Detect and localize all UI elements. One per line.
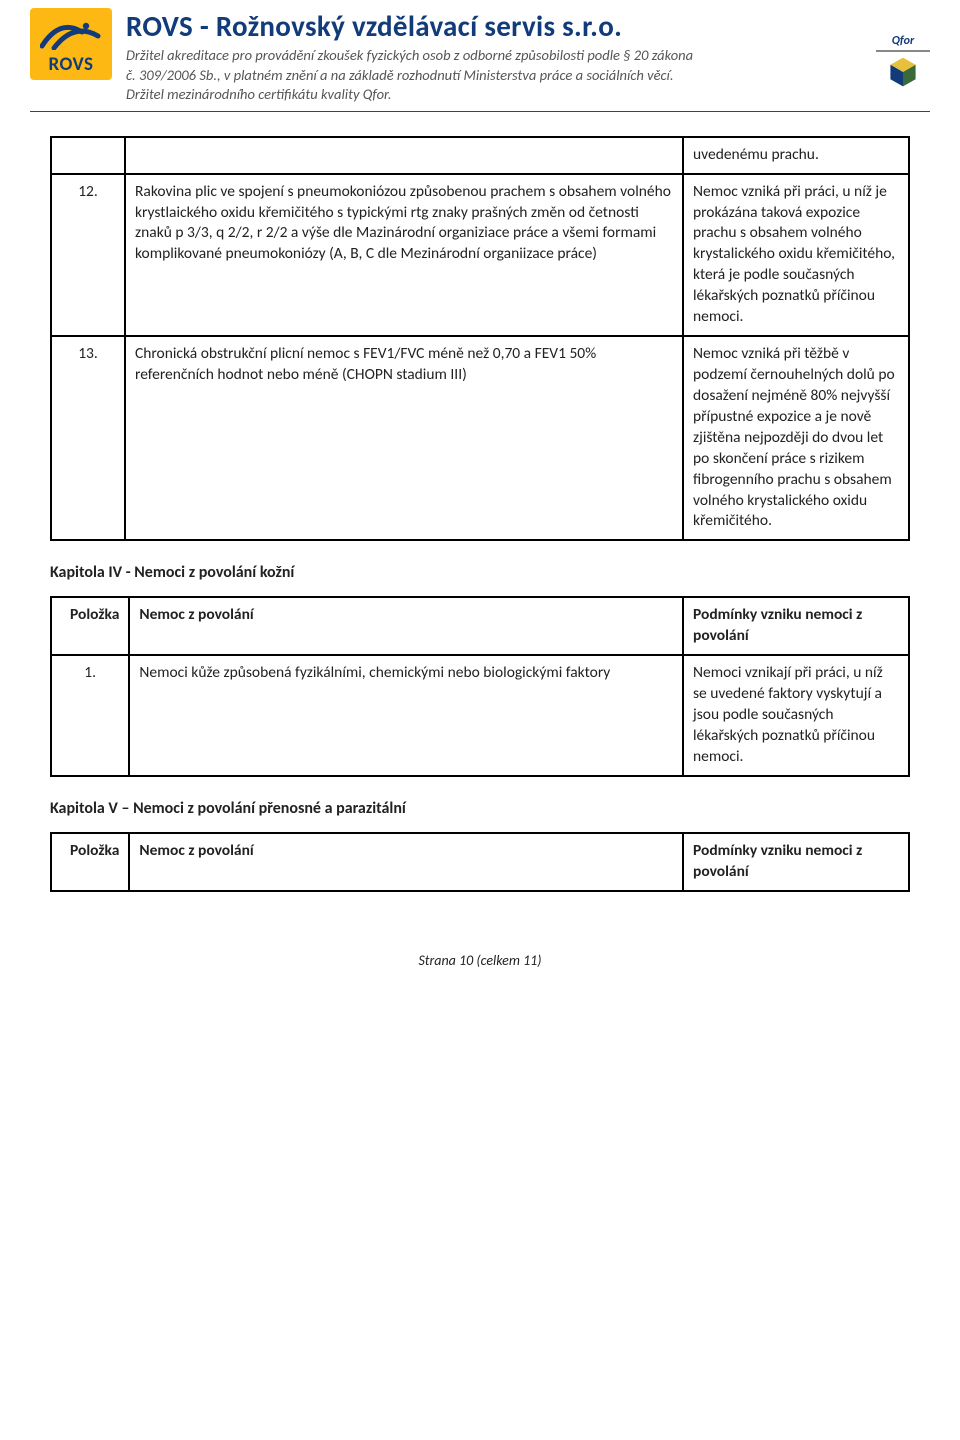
header-text-block: ROVS - Rožnovský vzdělávací servis s.r.o… [126, 8, 862, 105]
header-divider [30, 111, 930, 112]
table-chapter3-continuation: uvedenému prachu. 12. Rakovina plic ve s… [50, 136, 910, 542]
table-row: 12. Rakovina plic ve spojení s pneumokon… [51, 174, 909, 336]
cell-description: Chronická obstrukční plicní nemoc s FEV1… [125, 336, 683, 540]
page-content: uvedenému prachu. 12. Rakovina plic ve s… [0, 136, 960, 892]
cell-description: Rakovina plic ve spojení s pneumokoniózo… [125, 174, 683, 336]
rovs-logo-text: ROVS [48, 53, 93, 76]
cell-number: 1. [51, 655, 129, 776]
header-subtitle-3: Držitel mezinárodního certifikátu kvalit… [126, 85, 862, 105]
table-chapter4: Položka Nemoc z povolání Podmínky vzniku… [50, 596, 910, 776]
header-nemoc: Nemoc z povolání [129, 833, 683, 891]
cell-empty [125, 137, 683, 174]
cell-condition: uvedenému prachu. [683, 137, 909, 174]
header-nemoc: Nemoc z povolání [129, 597, 683, 655]
table-header-row: Položka Nemoc z povolání Podmínky vzniku… [51, 597, 909, 655]
header-podminky: Podmínky vzniku nemoci z povolání [683, 597, 909, 655]
rovs-swoosh-icon [40, 18, 102, 50]
table-row: 1. Nemoci kůže způsobená fyzikálními, ch… [51, 655, 909, 776]
cell-condition: Nemoc vzniká při těžbě v podzemí černouh… [683, 336, 909, 540]
cell-number: 13. [51, 336, 125, 540]
header-podminky: Podmínky vzniku nemoci z povolání [683, 833, 909, 891]
qfor-label: Qfor [876, 34, 930, 52]
page-footer: Strana 10 (celkem 11) [0, 952, 960, 999]
section-4-title: Kapitola IV - Nemoci z povolání kožní [50, 563, 910, 582]
table-row: 13. Chronická obstrukční plicní nemoc s … [51, 336, 909, 540]
rovs-logo: ROVS [30, 8, 112, 80]
table-chapter5: Položka Nemoc z povolání Podmínky vzniku… [50, 832, 910, 892]
header-polozka: Položka [51, 597, 129, 655]
cell-number: 12. [51, 174, 125, 336]
section-5-title: Kapitola V – Nemoci z povolání přenosné … [50, 799, 910, 818]
cell-description: Nemoci kůže způsobená fyzikálními, chemi… [129, 655, 683, 776]
page-header: ROVS ROVS - Rožnovský vzdělávací servis … [0, 0, 960, 111]
rovs-logo-box: ROVS [30, 8, 112, 80]
header-subtitle-1: Držitel akreditace pro provádění zkoušek… [126, 46, 862, 66]
cell-condition: Nemoc vzniká při práci, u níž je prokázá… [683, 174, 909, 336]
qfor-badge: Qfor [876, 34, 930, 95]
table-row: uvedenému prachu. [51, 137, 909, 174]
header-subtitle-2: č. 309/2006 Sb., v platném znění a na zá… [126, 66, 862, 86]
cell-condition: Nemoci vznikají při práci, u níž se uved… [683, 655, 909, 776]
qfor-cube-icon [876, 54, 930, 95]
table-header-row: Položka Nemoc z povolání Podmínky vzniku… [51, 833, 909, 891]
header-polozka: Položka [51, 833, 129, 891]
cell-empty [51, 137, 125, 174]
header-title: ROVS - Rožnovský vzdělávací servis s.r.o… [126, 8, 862, 44]
